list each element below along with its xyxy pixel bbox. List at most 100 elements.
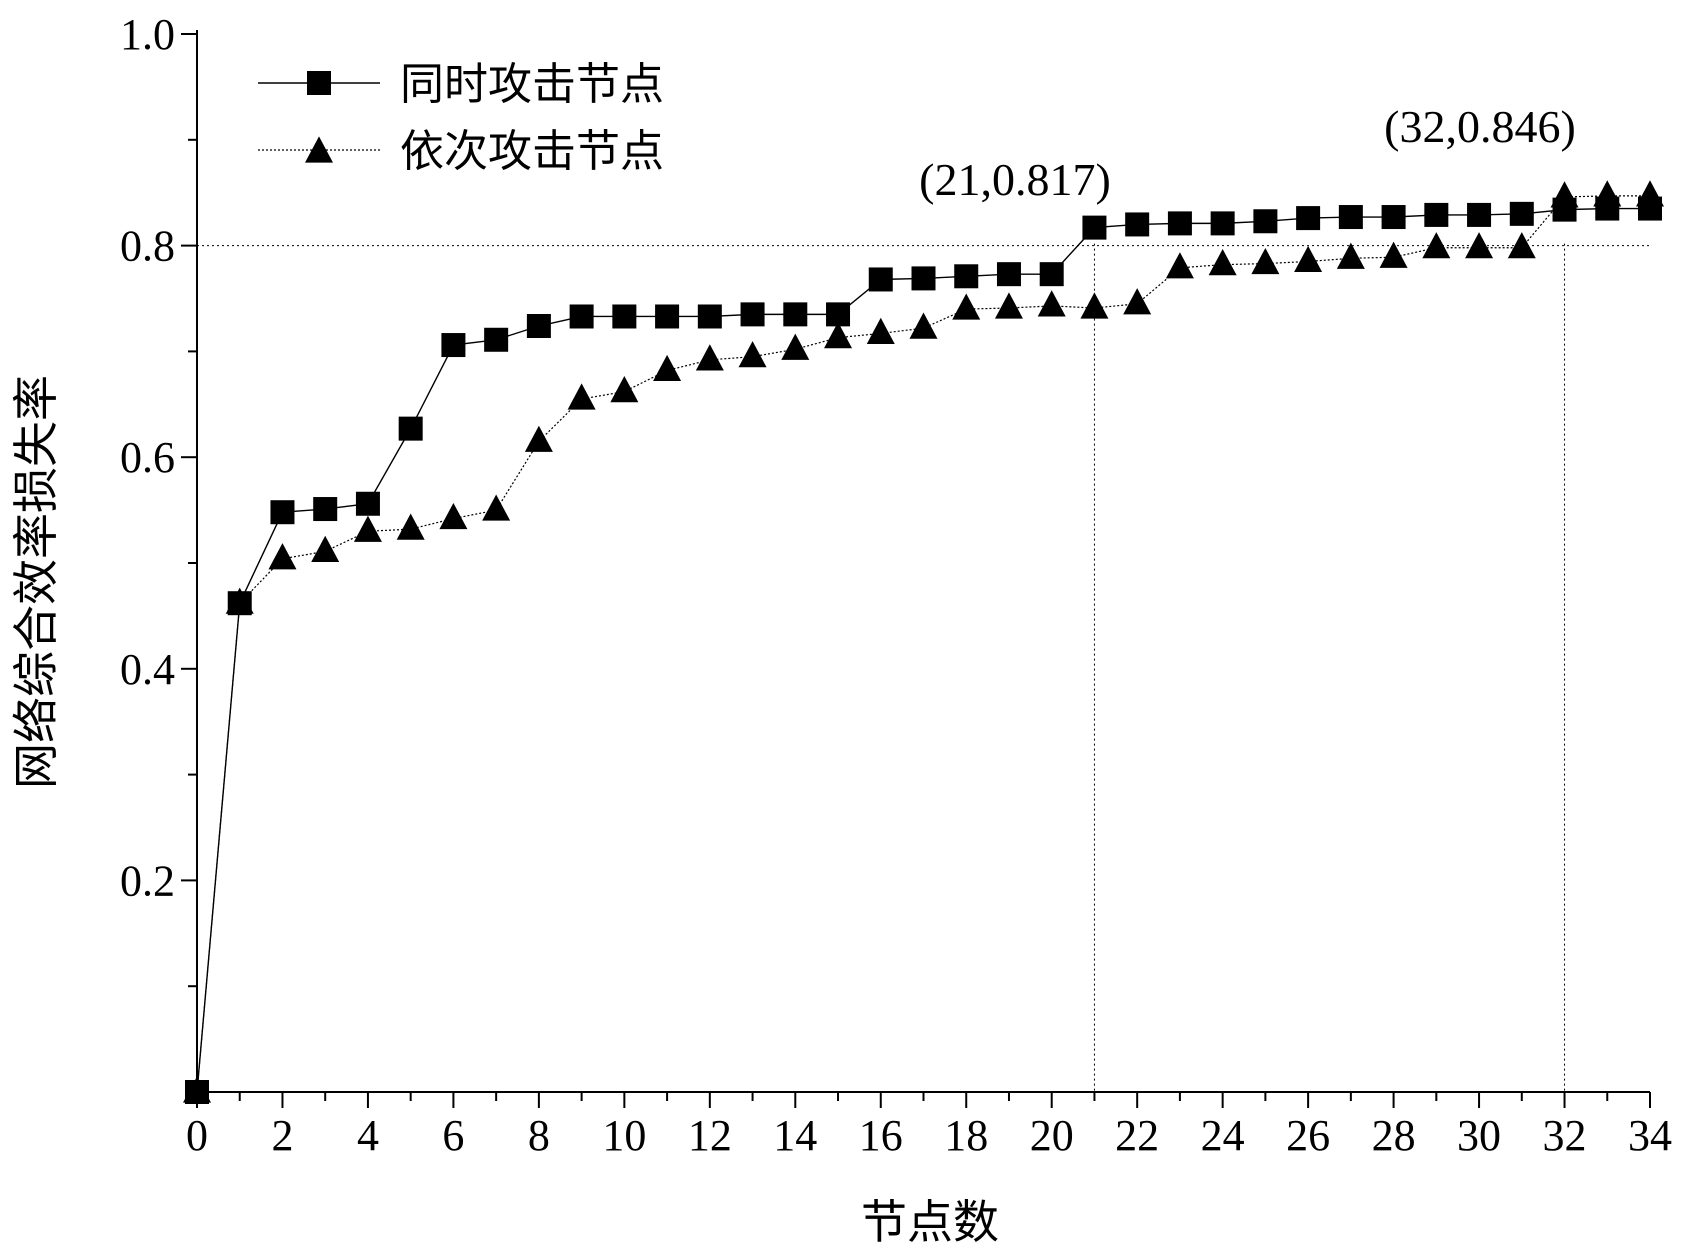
data-point-square — [697, 304, 722, 329]
x-tick-label: 30 — [1457, 1111, 1501, 1160]
data-point-square — [227, 591, 252, 616]
data-point-square — [868, 267, 893, 292]
data-point-triangle — [1379, 241, 1408, 268]
data-point-triangle — [1507, 232, 1536, 259]
y-axis-title: 网络综合效率损失率 — [9, 375, 63, 789]
x-tick-label: 22 — [1115, 1111, 1159, 1160]
data-point-square — [1638, 196, 1662, 221]
data-point-triangle — [738, 341, 767, 368]
data-point-triangle — [1465, 232, 1494, 259]
data-point-square — [954, 264, 979, 289]
data-point-square — [1296, 206, 1321, 231]
data-point-triangle — [396, 513, 425, 540]
y-tick-label: 1.0 — [120, 10, 175, 59]
data-point-square — [185, 1080, 209, 1104]
x-tick-label: 32 — [1543, 1111, 1587, 1160]
data-point-triangle — [1336, 242, 1365, 269]
data-point-square — [1125, 212, 1150, 237]
data-point-square — [655, 304, 680, 329]
data-point-triangle — [952, 293, 981, 320]
data-point-square — [1424, 202, 1449, 227]
data-point-triangle — [268, 543, 297, 570]
legend-marker-triangle — [305, 136, 333, 163]
x-tick-label: 28 — [1372, 1111, 1416, 1160]
data-point-triangle — [909, 312, 938, 339]
x-tick-label: 16 — [859, 1111, 903, 1160]
reference-lines — [197, 243, 1650, 1092]
data-point-square — [1595, 196, 1620, 221]
data-point-triangle — [1080, 292, 1109, 319]
data-point-triangle — [695, 344, 724, 371]
data-point-square — [1210, 211, 1235, 236]
x-tick-label: 4 — [357, 1111, 379, 1160]
data-point-triangle — [781, 333, 810, 360]
x-tick-label: 12 — [688, 1111, 732, 1160]
data-point-square — [1338, 205, 1363, 230]
annotations: (21,0.817) (32,0.846) — [919, 101, 1576, 205]
data-point-square — [911, 266, 936, 291]
data-point-square — [1167, 211, 1192, 236]
data-point-triangle — [824, 322, 853, 349]
data-point-square — [740, 302, 765, 327]
data-point-triangle — [567, 383, 596, 410]
data-point-square — [441, 333, 466, 358]
data-point-square — [526, 314, 551, 339]
data-point-square — [996, 262, 1021, 287]
data-point-triangle — [1294, 245, 1323, 273]
data-point-triangle — [1123, 288, 1152, 315]
data-point-triangle — [866, 317, 895, 344]
data-point-triangle — [482, 494, 511, 521]
series-line — [196, 207, 1650, 1093]
data-point-triangle — [353, 515, 382, 542]
data-point-triangle — [439, 502, 468, 530]
data-point-square — [1039, 262, 1064, 287]
axes: 0 2 4 6 8 10 12 14 16 18 20 22 24 26 28 30 32 340.20.40.6… — [120, 10, 1672, 1160]
x-tick-label: 34 — [1628, 1111, 1672, 1160]
data-point-triangle — [1208, 249, 1237, 276]
y-tick-label: 0.8 — [120, 222, 175, 271]
x-tick-label: 24 — [1201, 1111, 1245, 1160]
y-tick-label: 0.6 — [120, 433, 175, 482]
x-tick-label: 0 — [186, 1111, 208, 1160]
series-line — [196, 195, 1650, 1093]
data-point-triangle — [1251, 247, 1280, 275]
x-tick-label: 8 — [528, 1111, 550, 1160]
x-tick-label: 18 — [944, 1111, 988, 1160]
data-point-square — [826, 302, 851, 327]
annotation-label: (21,0.817) — [919, 154, 1111, 205]
y-tick-label: 0.4 — [120, 645, 175, 694]
data-point-triangle — [524, 425, 553, 452]
x-tick-label: 20 — [1030, 1111, 1074, 1160]
x-tick-label: 2 — [271, 1111, 293, 1160]
data-point-square — [569, 304, 594, 329]
data-point-square — [355, 491, 380, 516]
data-point-square — [1552, 197, 1577, 222]
data-point-triangle — [1422, 232, 1451, 259]
y-tick-label: 0.2 — [120, 856, 175, 905]
data-point-square — [1082, 215, 1107, 240]
data-point-triangle — [610, 375, 639, 403]
data-point-square — [1509, 201, 1534, 226]
data-point-square — [783, 302, 808, 327]
series-2 — [183, 180, 1664, 1103]
data-point-square — [484, 327, 509, 352]
x-tick-label: 10 — [602, 1111, 646, 1160]
data-point-square — [1467, 202, 1492, 227]
x-tick-label: 26 — [1286, 1111, 1330, 1160]
data-point-square — [1381, 205, 1406, 230]
data-point-triangle — [994, 292, 1023, 319]
legend-label: 依次攻击节点 — [400, 126, 664, 177]
x-axis-title: 节点数 — [861, 1195, 999, 1249]
data-point-square — [612, 304, 637, 329]
series-1 — [185, 196, 1662, 1104]
data-point-triangle — [1037, 290, 1066, 317]
data-point-square — [270, 500, 295, 525]
data-point-triangle — [653, 354, 682, 382]
data-point-triangle — [1165, 252, 1194, 279]
series-layer — [183, 180, 1664, 1104]
data-point-square — [1253, 209, 1278, 234]
x-tick-label: 6 — [442, 1111, 464, 1160]
data-point-square — [398, 416, 423, 441]
